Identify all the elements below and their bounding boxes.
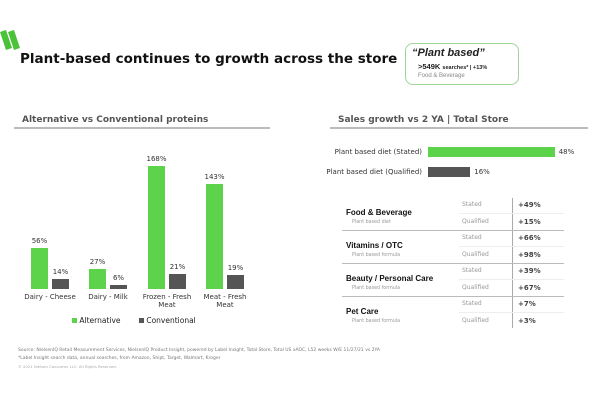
right-chart: Plant based diet (Stated) 48% Plant based … — [326, 147, 575, 177]
hbar — [428, 167, 471, 177]
table-category: Vitamins / OTC — [346, 241, 403, 250]
row-type: Qualified — [462, 251, 489, 258]
row-value: +98% — [518, 251, 541, 259]
data-label: 16% — [474, 168, 490, 176]
row-divider — [459, 246, 564, 247]
row-type: Qualified — [462, 284, 489, 291]
legend-swatch-conventional — [138, 318, 144, 323]
left-chart: 56% 14% Dairy - Cheese 27% 6% Dairy - Milk 168… — [24, 155, 247, 309]
hbar — [428, 147, 555, 157]
table-category: Pet Care — [346, 307, 379, 316]
footer-copyright: © 2021 Nielsen Consumer LLC. All Rights … — [18, 364, 117, 369]
bar-alternative — [206, 184, 223, 289]
callout-category: Food & Beverage — [418, 73, 465, 79]
table-subcategory: Plant based formula — [352, 319, 401, 324]
row-type: Qualified — [462, 317, 489, 324]
category-label: Frozen - Fresh Meat — [142, 293, 192, 309]
group-divider — [342, 296, 564, 297]
group-divider — [342, 230, 564, 231]
data-label: 27% — [89, 258, 106, 267]
category-label: Meat - Fresh Meat — [203, 293, 247, 309]
legend: Alternative Conventional — [72, 316, 196, 325]
bar-conventional — [169, 273, 186, 289]
row-value: +49% — [518, 201, 541, 209]
data-label: 14% — [52, 267, 69, 276]
legend-alternative: Alternative — [79, 316, 121, 325]
left-chart-title: Alternative vs Conventional proteins — [22, 115, 209, 125]
bar-category-label: Plant based diet (Qualified) — [326, 168, 422, 176]
table-subcategory: Plant based formula — [352, 286, 401, 291]
row-value: +7% — [518, 300, 536, 308]
row-divider — [459, 279, 564, 280]
legend-conventional: Conventional — [146, 316, 196, 325]
bar-alternative — [31, 248, 48, 289]
bar-conventional — [227, 275, 244, 289]
callout-box: “Plant based” >549K searches* | +13% Foo… — [405, 43, 519, 85]
callout-searches: >549K — [418, 62, 441, 71]
row-type: Stated — [462, 300, 482, 307]
bar-alternative — [148, 166, 165, 289]
row-value: +15% — [518, 218, 541, 226]
row-type: Qualified — [462, 218, 489, 225]
data-label: 21% — [169, 262, 186, 271]
data-label: 56% — [31, 237, 48, 245]
table-subcategory: Plant based diet — [352, 220, 391, 225]
data-label: 19% — [227, 264, 244, 273]
bar-conventional — [52, 278, 69, 289]
data-label: 48% — [558, 148, 575, 156]
table-category: Beauty / Personal Care — [346, 274, 434, 283]
table-subcategory: Plant based formula — [352, 253, 401, 258]
row-divider — [459, 213, 564, 214]
row-value: +39% — [518, 267, 541, 275]
row-value: +3% — [518, 317, 536, 325]
row-value: +67% — [518, 284, 541, 292]
divider — [14, 127, 270, 129]
data-label: 6% — [112, 273, 125, 282]
row-divider — [459, 312, 564, 313]
table-category: Food & Beverage — [346, 208, 412, 217]
group-divider — [342, 263, 564, 264]
footer-source: Source: NielsenIQ Retail Measurement Ser… — [18, 348, 380, 353]
callout-quote: “Plant based” — [412, 47, 485, 59]
data-label: 143% — [204, 173, 225, 182]
callout-searches-label: searches* | +13% — [442, 65, 488, 71]
legend-swatch-alternative — [72, 318, 77, 323]
row-type: Stated — [462, 267, 482, 274]
data-label: 168% — [146, 155, 167, 163]
bar-alternative — [89, 269, 106, 289]
row-value: +66% — [518, 234, 541, 242]
category-label: Dairy - Cheese — [24, 293, 76, 301]
divider — [330, 127, 588, 129]
page-title: Plant-based continues to growth across t… — [20, 51, 398, 67]
row-type: Stated — [462, 234, 482, 241]
right-chart-title: Sales growth vs 2 YA | Total Store — [338, 115, 509, 125]
footer-note: *Label Insight search data, annual searc… — [18, 356, 221, 361]
category-label: Dairy - Milk — [88, 293, 128, 301]
bar-category-label: Plant based diet (Stated) — [334, 148, 422, 156]
logo-icon — [0, 30, 20, 50]
row-type: Stated — [462, 201, 482, 208]
bar-conventional — [110, 284, 127, 289]
